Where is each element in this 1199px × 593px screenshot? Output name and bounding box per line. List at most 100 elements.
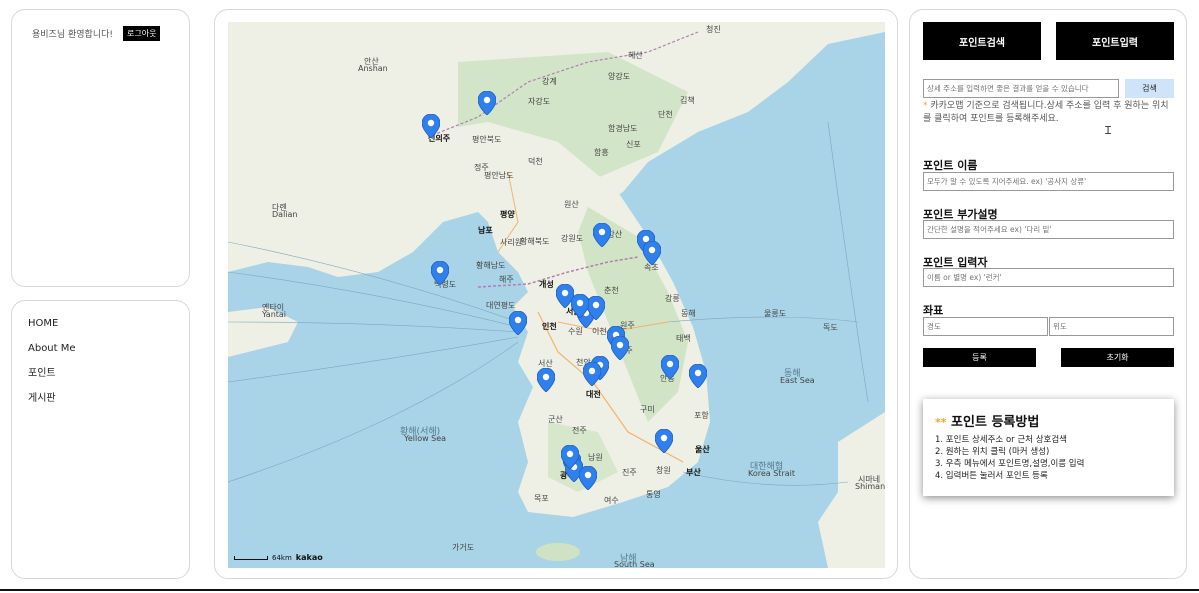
logout-button[interactable]: 로그아웃 [123, 26, 161, 41]
howto-title-text: 포인트 등록방법 [951, 415, 1040, 430]
map-marker-icon[interactable] [689, 364, 707, 388]
map-label-changwon: 창원 [656, 466, 671, 475]
ferry-8 [827, 121, 869, 403]
nav-item-points[interactable]: 포인트 [28, 368, 56, 379]
nav-list: HOME About Me 포인트 게시판 [28, 318, 76, 418]
map-marker-icon[interactable] [579, 466, 597, 490]
scale-label: 64km [272, 553, 292, 562]
map-label-daeyeonpyeong: 대연평도 [486, 301, 516, 310]
map-label-haeju: 해주 [499, 275, 514, 284]
map-label-hamgyeongnam: 함경남도 [608, 124, 638, 133]
map-label-jeongju: 정주 [474, 163, 489, 172]
map-label-sariwon: 사리원 [500, 238, 523, 247]
jeju-island [536, 543, 580, 561]
map-label-east-sea-en: East Sea [780, 376, 815, 385]
map-label-geumgang: 금강산 [600, 230, 623, 239]
map-label-chagang: 자강도 [528, 97, 551, 106]
map-marker-icon[interactable] [431, 261, 449, 285]
map-label-incheon: 인천 [542, 322, 557, 331]
map-label-hwanghaebuk: 황해북도 [520, 237, 550, 246]
nav-item-about[interactable]: About Me [28, 343, 76, 354]
howto-title: ** 포인트 등록방법 [935, 411, 1162, 430]
map-marker-icon[interactable] [655, 429, 673, 453]
point-desc-label: 포인트 부가설명 [923, 208, 998, 221]
ferry-5 [228, 341, 519, 483]
peninsula-mountains [578, 207, 688, 422]
map-marker-icon[interactable] [537, 368, 555, 392]
map-label-suwon: 수원 [568, 327, 583, 336]
tab-point-input[interactable]: 포인트입력 [1056, 22, 1174, 60]
map-canvas[interactable]: 안산 Anshan 혜산 강계 양강도 자강도 신의주 평안북도 함경남도 김책… [228, 22, 885, 568]
howto-box: ** 포인트 등록방법 1. 포인트 상세주소 or 근처 상호검색 2. 원하… [923, 399, 1174, 496]
map-label-andong: 안동 [660, 374, 675, 383]
map-label-yellow-sea: 황해(서해) [400, 427, 441, 437]
form-panel: 포인트검색 포인트입력 검색 * 카카오맵 기준으로 검색됩니다.상세 주소를 … [909, 9, 1187, 579]
welcome-row: 용비즈님 환영합니다! 로그아웃 [32, 26, 161, 41]
map-label-donghae: 동해 [681, 309, 696, 318]
point-author-input[interactable] [923, 268, 1174, 287]
map-label-dalian-en: Dalian [272, 210, 298, 219]
map-marker-icon[interactable] [593, 223, 611, 247]
howto-steps: 1. 포인트 상세주소 or 근처 상호검색 2. 원하는 위치 클릭 (마커 … [935, 434, 1162, 482]
map-label-dalian: 다롄 [272, 203, 287, 212]
map-marker-icon[interactable] [571, 294, 589, 318]
longitude-input[interactable] [923, 317, 1048, 336]
map-label-wonju: 원주 [620, 321, 635, 330]
map-label-yanggang: 양강도 [608, 72, 631, 81]
ferry-3 [228, 321, 519, 333]
map-label-yeosu: 여수 [604, 496, 619, 505]
map-label-sokcho: 속초 [644, 263, 659, 272]
map-label-haesan: 혜산 [628, 51, 643, 60]
howto-step: 1. 포인트 상세주소 or 근처 상호검색 [935, 435, 1067, 445]
point-name-input[interactable] [923, 172, 1174, 191]
map-label-ulleungdo: 울릉도 [764, 309, 787, 318]
map-label-jinju: 진주 [622, 468, 637, 477]
map-marker-icon[interactable] [556, 284, 574, 308]
shandong-landmass [228, 307, 298, 357]
map-label-danchon: 단천 [658, 110, 673, 119]
map-label-pyongyang: 평양 [500, 210, 515, 219]
map-marker-icon[interactable] [587, 296, 605, 320]
map-label-pyeongannam: 평안남도 [484, 171, 514, 180]
map-marker-icon[interactable] [643, 241, 661, 265]
map-label-gaesong: 개성 [539, 280, 554, 289]
map-label-shimane-en: Shimane [855, 482, 885, 491]
register-button[interactable]: 등록 [923, 348, 1036, 367]
map-label-taebaek: 태백 [676, 334, 691, 343]
ferry-6 [682, 471, 849, 486]
map-marker-icon[interactable] [611, 336, 629, 360]
japan-landmass [818, 412, 885, 568]
map-label-sinuiju: 신의주 [428, 134, 451, 143]
map-marker-icon[interactable] [561, 445, 579, 469]
nav-item-home[interactable]: HOME [28, 318, 59, 329]
map-label-hamheung: 함흥 [594, 148, 609, 157]
tab-point-search[interactable]: 포인트검색 [923, 22, 1041, 60]
map-marker-icon[interactable] [583, 362, 601, 386]
map-marker-icon[interactable] [422, 114, 440, 138]
map-marker-icon[interactable] [478, 91, 496, 115]
map-label-wonsan: 원산 [564, 200, 579, 209]
map-label-yellow-sea-en: Yellow Sea [404, 434, 447, 443]
address-search-button[interactable]: 검색 [1125, 79, 1174, 98]
map-label-pohang: 포항 [694, 411, 709, 420]
point-name-label: 포인트 이름 [923, 159, 978, 172]
map-label-gumi: 구미 [640, 405, 655, 414]
nav-item-board[interactable]: 게시판 [28, 393, 56, 404]
search-note-star: * [923, 101, 928, 111]
address-search-input[interactable] [923, 79, 1119, 98]
china-border [427, 31, 699, 138]
map-label-namwon: 남원 [588, 453, 603, 462]
point-desc-input[interactable] [923, 220, 1174, 239]
map-panel: 안산 Anshan 혜산 강계 양강도 자강도 신의주 평안북도 함경남도 김책… [214, 9, 898, 579]
map-marker-icon[interactable] [661, 355, 679, 379]
map-label-cheonan: 천안 [576, 358, 591, 367]
map-marker-icon[interactable] [509, 311, 527, 335]
map-label-daejeon: 대전 [586, 390, 601, 399]
map-base [228, 22, 885, 568]
reset-button[interactable]: 초기화 [1061, 348, 1174, 367]
map-label-gangye: 강계 [542, 77, 557, 86]
latitude-input[interactable] [1049, 317, 1174, 336]
map-label-seoul: 서울 [566, 307, 581, 316]
map-label-korea-strait: 대한해협 [750, 462, 784, 472]
ferry-4 [228, 336, 519, 383]
